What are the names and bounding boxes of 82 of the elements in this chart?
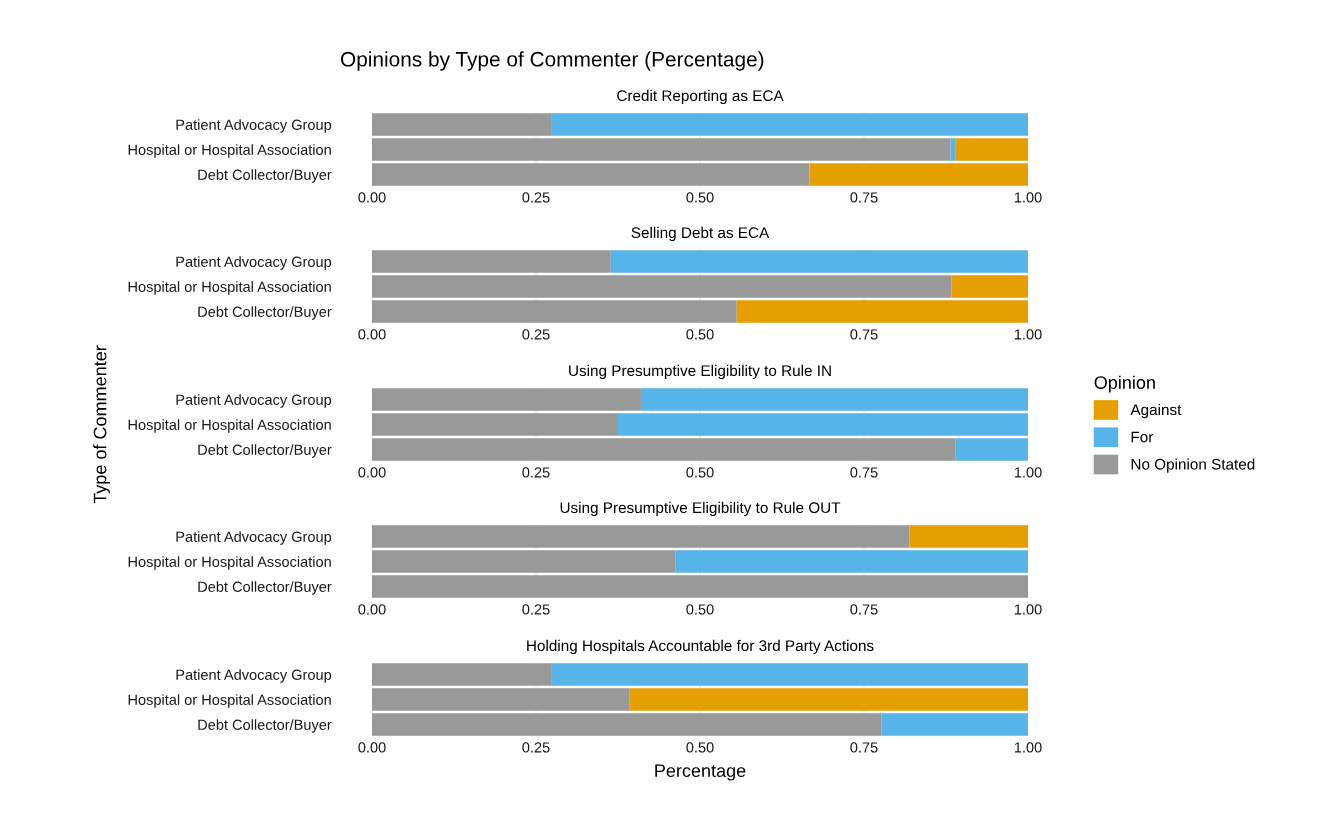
chart-title: Opinions by Type of Commenter (Percentage) — [340, 51, 764, 71]
bar — [736, 300, 1028, 323]
bar — [372, 688, 630, 711]
chart-subtitle: Credit Reporting as ECA — [617, 89, 784, 105]
x-tick-label: 0.25 — [522, 192, 550, 203]
bar — [372, 300, 737, 323]
y-tick-label: Hospital or Hospital Association — [128, 281, 331, 295]
x-tick-label: 0.25 — [522, 467, 550, 478]
bar — [372, 413, 618, 436]
bar — [372, 138, 951, 161]
y-tick-label: Hospital or Hospital Association — [128, 556, 331, 570]
bar — [372, 438, 956, 461]
bar — [372, 575, 1028, 598]
bar — [372, 113, 552, 136]
x-tick-label: 0.00 — [358, 742, 386, 753]
x-tick-label: 0.75 — [850, 329, 878, 340]
bar — [551, 113, 1028, 136]
x-tick-label: 0.50 — [686, 192, 714, 203]
bar — [809, 163, 1028, 186]
y-tick-label: Hospital or Hospital Association — [128, 694, 331, 708]
bar — [372, 388, 641, 411]
bar — [372, 275, 952, 298]
x-tick-label: 1.00 — [1014, 604, 1042, 615]
x-tick-label: 0.00 — [358, 467, 386, 478]
x-tick-label: 0.00 — [358, 329, 386, 340]
y-tick-label: Debt Collector/Buyer — [198, 719, 332, 733]
legend-label: Against — [1130, 403, 1182, 419]
bar — [640, 388, 1028, 411]
bar — [610, 250, 1028, 273]
bar — [675, 550, 1028, 573]
y-tick-label: Hospital or Hospital Association — [128, 419, 331, 433]
bar — [372, 550, 676, 573]
x-axis-title: Percentage — [655, 764, 746, 781]
y-tick-label: Debt Collector/Buyer — [198, 581, 332, 595]
bar — [881, 713, 1028, 736]
legend-label: For — [1131, 431, 1154, 443]
bar — [372, 250, 611, 273]
x-tick-label: 1.00 — [1014, 742, 1042, 753]
x-tick-label: 0.75 — [850, 604, 878, 615]
y-tick-label: Debt Collector/Buyer — [198, 169, 332, 183]
legend-title: Opinion — [1094, 375, 1155, 393]
chart-subtitle: Using Presumptive Eligibility to Rule IN — [569, 364, 831, 380]
x-tick-label: 0.50 — [686, 742, 714, 753]
x-tick-label: 0.75 — [850, 742, 878, 753]
bar — [955, 438, 1028, 461]
bar — [551, 663, 1028, 686]
chart-subtitle: Holding Hospitals Accountable for 3rd Party Actions — [527, 639, 874, 655]
x-tick-label: 0.50 — [686, 604, 714, 615]
bar — [951, 275, 1028, 298]
y-tick-label: Patient Advocacy Group — [176, 394, 332, 408]
bar — [372, 525, 910, 548]
bar — [618, 413, 1028, 436]
y-tick-label: Patient Advocacy Group — [176, 531, 332, 545]
x-tick-label: 1.00 — [1014, 192, 1042, 203]
y-tick-label: Patient Advocacy Group — [176, 256, 332, 270]
y-tick-label: Debt Collector/Buyer — [198, 306, 332, 320]
x-tick-label: 0.75 — [850, 192, 878, 203]
x-tick-label: 1.00 — [1014, 467, 1042, 478]
bar — [372, 713, 882, 736]
y-tick-label: Hospital or Hospital Association — [128, 144, 331, 158]
chart-subtitle: Selling Debt as ECA — [631, 226, 770, 242]
x-tick-label: 1.00 — [1014, 329, 1042, 340]
legend-label: No Opinion Stated — [1131, 458, 1255, 473]
x-tick-label: 0.25 — [522, 604, 550, 615]
x-tick-label: 0.25 — [522, 742, 550, 753]
y-tick-label: Debt Collector/Buyer — [198, 444, 332, 458]
bar — [372, 163, 810, 186]
bar — [955, 138, 1028, 161]
x-tick-label: 0.50 — [686, 329, 714, 340]
x-tick-label: 0.00 — [358, 604, 386, 615]
x-tick-label: 0.75 — [850, 467, 878, 478]
y-axis-title: Type of Commenter — [93, 345, 110, 504]
y-tick-label: Patient Advocacy Group — [176, 669, 332, 683]
x-tick-label: 0.50 — [686, 467, 714, 478]
bar — [629, 688, 1028, 711]
bar — [372, 663, 552, 686]
x-tick-label: 0.00 — [358, 192, 386, 203]
bar — [909, 525, 1028, 548]
y-tick-label: Patient Advocacy Group — [176, 119, 332, 133]
chart-subtitle: Using Presumptive Eligibility to Rule OUT — [560, 501, 841, 517]
x-tick-label: 0.25 — [522, 329, 550, 340]
bar — [950, 138, 956, 161]
